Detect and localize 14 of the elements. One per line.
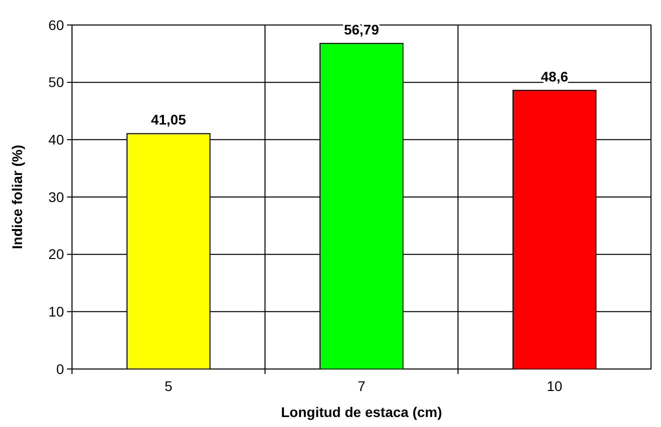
y-tick-label: 10	[48, 304, 64, 320]
x-axis-title: Longitud de estaca (cm)	[280, 404, 442, 420]
x-tick-label: 7	[358, 378, 366, 394]
y-tick-label: 30	[48, 188, 64, 205]
y-tick-label: 50	[48, 74, 64, 90]
x-tick-label: 10	[546, 378, 562, 394]
y-tick-label: 20	[48, 246, 64, 262]
data-label: 41,05	[150, 112, 186, 128]
x-tick-label: 5	[164, 378, 173, 394]
y-tick-label: 40	[48, 132, 64, 148]
data-label: 48,6	[540, 68, 568, 84]
y-axis-title: Indice foliar (%)	[9, 144, 25, 250]
y-tick-label: 60	[48, 16, 64, 33]
y-tick-label: 0	[56, 360, 64, 377]
